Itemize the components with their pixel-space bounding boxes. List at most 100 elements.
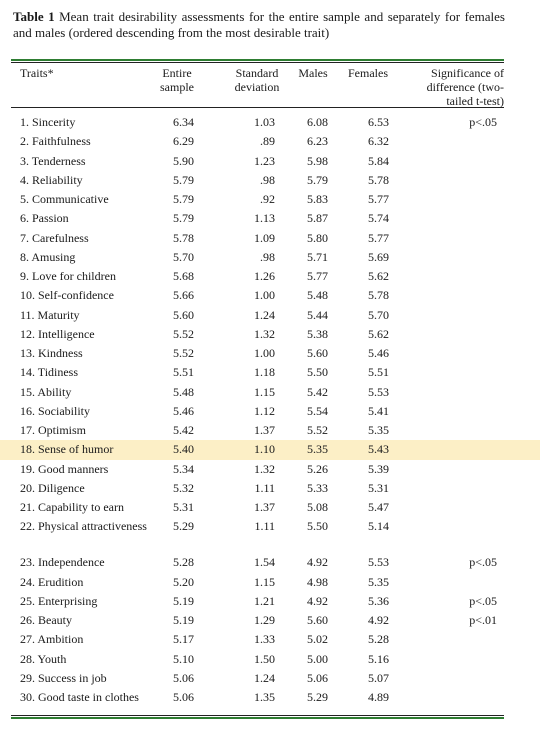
cell-entire-sample: 5.10 <box>173 651 194 666</box>
table-row: 23. Independence 5.28 1.54 4.92 5.53 p<.05 <box>0 553 540 572</box>
cell-females: 4.92 <box>368 613 389 627</box>
cell-males: 5.35 <box>307 442 328 457</box>
cell-standard-deviation: 1.24 <box>254 307 275 322</box>
cell-standard-deviation: 1.29 <box>254 613 275 627</box>
cell-trait: 4. Reliability <box>20 172 83 187</box>
cell-females: 5.53 <box>368 555 389 570</box>
cell-entire-sample: 5.40 <box>173 442 194 457</box>
cell-males: 4.92 <box>307 593 328 608</box>
cell-trait: 1. Sincerity <box>20 115 76 129</box>
cell-females: 5.77 <box>368 192 389 206</box>
cell-males: 5.60 <box>307 613 328 627</box>
table-row: 27. Ambition 5.17 1.33 5.02 5.28 <box>0 630 540 649</box>
cell-trait: 7. Carefulness <box>20 230 89 245</box>
header-traits: Traits* <box>20 66 54 80</box>
cell-females: 5.41 <box>368 403 389 418</box>
cell-females: 4.89 <box>368 690 389 704</box>
cell-entire-sample: 5.66 <box>173 288 194 303</box>
table-row: 11. Maturity 5.60 1.24 5.44 5.70 <box>0 306 540 325</box>
cell-males: 5.42 <box>307 384 328 399</box>
cell-trait: 25. Enterprising <box>20 593 98 608</box>
cell-females: 5.31 <box>368 480 389 495</box>
cell-standard-deviation: 1.15 <box>254 574 275 589</box>
top-green-rule <box>11 59 504 61</box>
cell-males: 4.98 <box>307 574 328 589</box>
header-significance: Significance of difference (two-tailed t… <box>426 66 504 108</box>
cell-males: 5.08 <box>307 500 328 514</box>
cell-females: 5.07 <box>368 670 389 685</box>
cell-significance: p<.01 <box>469 613 497 627</box>
cell-standard-deviation: 1.26 <box>254 269 275 283</box>
cell-entire-sample: 5.29 <box>173 519 194 534</box>
table-caption-lead: Table 1 <box>13 9 55 24</box>
cell-males: 5.02 <box>307 632 328 647</box>
cell-females: 5.62 <box>368 269 389 283</box>
cell-trait: 9. Love for children <box>20 269 116 283</box>
cell-standard-deviation: 1.32 <box>254 461 275 476</box>
cell-males: 5.87 <box>307 211 328 226</box>
cell-entire-sample: 5.48 <box>173 384 194 399</box>
cell-trait: 2. Faithfulness <box>20 134 91 149</box>
cell-males: 5.48 <box>307 288 328 303</box>
cell-females: 5.53 <box>368 384 389 399</box>
table-row: 17. Optimism 5.42 1.37 5.52 5.35 <box>0 421 540 440</box>
cell-males: 5.26 <box>307 461 328 476</box>
cell-trait: 16. Sociability <box>20 403 90 418</box>
cell-standard-deviation: 1.32 <box>254 326 275 341</box>
table-row: 14. Tidiness 5.51 1.18 5.50 5.51 <box>0 363 540 382</box>
cell-entire-sample: 5.31 <box>173 500 194 514</box>
table-row: 15. Ability 5.48 1.15 5.42 5.53 <box>0 383 540 402</box>
cell-males: 6.23 <box>307 134 328 149</box>
cell-standard-deviation: 1.18 <box>254 365 275 380</box>
cell-females: 5.28 <box>368 632 389 647</box>
bottom-green-rule <box>11 717 504 719</box>
cell-entire-sample: 5.46 <box>173 403 194 418</box>
table-body: 1. Sincerity 6.34 1.03 6.08 6.53 p<.05 2. Fai… <box>0 113 540 724</box>
cell-females: 5.46 <box>368 346 389 360</box>
cell-standard-deviation: 1.15 <box>254 384 275 399</box>
cell-females: 5.36 <box>368 593 389 608</box>
cell-standard-deviation: 1.12 <box>254 403 275 418</box>
table-row: 7. Carefulness 5.78 1.09 5.80 5.77 <box>0 229 540 248</box>
table-row: 24. Erudition 5.20 1.15 4.98 5.35 <box>0 573 540 592</box>
cell-females: 5.62 <box>368 326 389 341</box>
cell-females: 5.78 <box>368 172 389 187</box>
table-row: 5. Communicative 5.79 .92 5.83 5.77 <box>0 190 540 209</box>
table-row: 3. Tenderness 5.90 1.23 5.98 5.84 <box>0 152 540 171</box>
cell-entire-sample: 5.68 <box>173 269 194 283</box>
header-entire-sample: Entire sample <box>160 66 194 94</box>
cell-entire-sample: 5.06 <box>173 690 194 704</box>
table-row: 16. Sociability 5.46 1.12 5.54 5.41 <box>0 402 540 421</box>
cell-entire-sample: 5.52 <box>173 346 194 360</box>
cell-trait: 30. Good taste in clothes <box>20 690 139 704</box>
cell-trait: 6. Passion <box>20 211 69 226</box>
cell-entire-sample: 5.60 <box>173 307 194 322</box>
cell-females: 5.84 <box>368 153 389 168</box>
cell-trait: 5. Communicative <box>20 192 109 206</box>
cell-trait: 14. Tidiness <box>20 365 79 380</box>
cell-standard-deviation: 1.10 <box>254 442 275 457</box>
cell-standard-deviation: 1.11 <box>254 519 275 534</box>
cell-entire-sample: 5.19 <box>173 593 194 608</box>
cell-males: 5.29 <box>307 690 328 704</box>
cell-trait: 27. Ambition <box>20 632 84 647</box>
cell-entire-sample: 5.06 <box>173 670 194 685</box>
cell-standard-deviation: 1.33 <box>254 632 275 647</box>
cell-females: 5.77 <box>368 230 389 245</box>
cell-standard-deviation: 1.09 <box>254 230 275 245</box>
table-row: 30. Good taste in clothes 5.06 1.35 5.29 4.8… <box>0 688 540 724</box>
cell-standard-deviation: 1.35 <box>254 690 275 704</box>
cell-entire-sample: 6.29 <box>173 134 194 149</box>
cell-entire-sample: 5.51 <box>173 365 194 380</box>
cell-trait: 15. Ability <box>20 384 72 399</box>
table-row: 20. Diligence 5.32 1.11 5.33 5.31 <box>0 479 540 498</box>
cell-males: 5.79 <box>307 172 328 187</box>
cell-males: 5.00 <box>307 651 328 666</box>
header-standard-deviation: Standard deviation <box>234 66 280 94</box>
cell-females: 5.47 <box>368 500 389 514</box>
cell-males: 5.80 <box>307 230 328 245</box>
cell-trait: 3. Tenderness <box>20 153 86 168</box>
table-row: 12. Intelligence 5.52 1.32 5.38 5.62 <box>0 325 540 344</box>
cell-standard-deviation: .98 <box>260 172 275 187</box>
cell-trait: 11. Maturity <box>20 307 80 322</box>
